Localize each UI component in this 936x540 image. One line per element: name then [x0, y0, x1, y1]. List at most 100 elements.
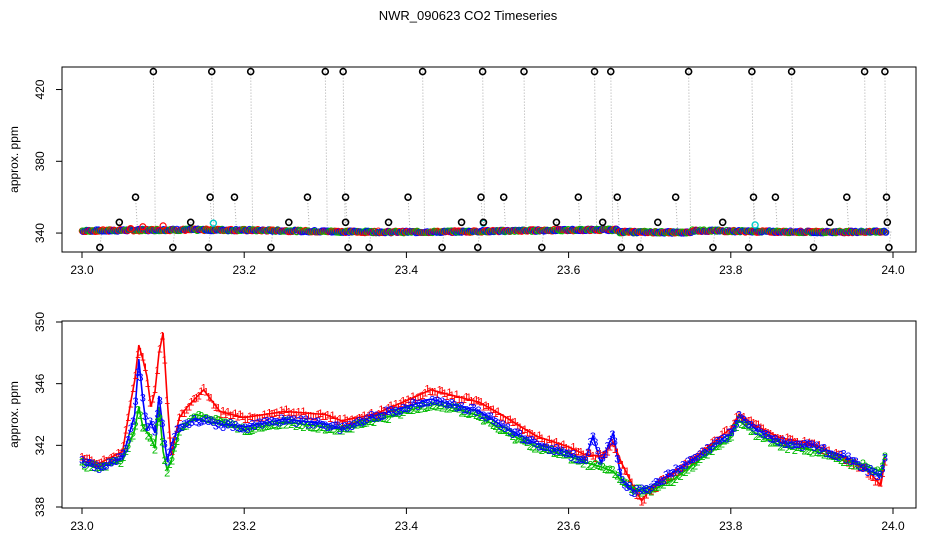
series-marker: 1: [660, 474, 666, 486]
series-marker: 3: [293, 418, 299, 430]
series-marker: 1: [549, 438, 555, 450]
series-marker: 1: [814, 441, 820, 453]
series-marker: 2: [845, 457, 851, 469]
series-marker: 3: [770, 434, 776, 446]
series-marker: 2: [831, 451, 837, 463]
series-marker: 3: [585, 447, 591, 459]
series-marker: 1: [96, 458, 102, 470]
series-marker: 3: [563, 448, 569, 460]
series-marker: 2: [566, 450, 572, 462]
series-marker: 1: [772, 433, 778, 445]
series-marker: 1: [147, 398, 153, 410]
series-marker: 3: [441, 398, 447, 410]
series-marker: 1: [130, 383, 136, 395]
series-marker: 2: [570, 454, 576, 466]
series-marker: 3: [597, 455, 603, 467]
series-marker: 3: [539, 441, 545, 453]
series-marker: 3: [347, 420, 353, 432]
series-marker: 2: [140, 423, 146, 435]
series-marker: 2: [738, 419, 744, 431]
series-marker: 1: [524, 427, 530, 439]
series-marker: 1: [167, 430, 173, 442]
series-marker: 2: [230, 419, 236, 431]
series-marker: 3: [553, 443, 559, 455]
series-marker: 3: [330, 420, 336, 432]
series-marker: 2: [164, 467, 170, 479]
series-marker: 1: [692, 453, 698, 465]
series-marker: 2: [468, 408, 474, 420]
series-marker: 2: [714, 441, 720, 453]
series-marker: 1: [257, 412, 263, 424]
series-marker: 2: [634, 483, 640, 495]
series-marker: 1: [466, 392, 472, 404]
series-marker: 2: [188, 414, 194, 426]
series-marker: 3: [473, 407, 479, 419]
series-marker: 1: [767, 429, 773, 441]
series-marker: 3: [140, 393, 146, 405]
series-marker: 2: [507, 428, 513, 440]
series-marker: 2: [767, 438, 773, 450]
series-marker: 1: [405, 394, 411, 406]
series-marker: 1: [128, 399, 134, 411]
series-marker: 3: [780, 435, 786, 447]
series-marker: 1: [765, 428, 771, 440]
series-marker: 2: [359, 419, 365, 431]
series-marker: 1: [785, 432, 791, 444]
series-marker: 3: [359, 418, 365, 430]
series-marker: 3: [648, 482, 654, 494]
series-marker: 3: [505, 422, 511, 434]
series-marker: 2: [407, 405, 413, 417]
series-marker: 1: [205, 392, 211, 404]
series-marker: 1: [546, 434, 552, 446]
flagged-point: [321, 67, 330, 76]
series-marker: 1: [573, 446, 579, 458]
series-marker: 2: [184, 421, 190, 433]
series-marker: 2: [261, 421, 267, 433]
series-marker: 2: [203, 413, 209, 425]
series-marker: 3: [390, 407, 396, 419]
series-marker: 1: [804, 439, 810, 451]
series-marker: 1: [792, 436, 798, 448]
series-marker: 1: [106, 455, 112, 467]
series-marker: 2: [702, 449, 708, 461]
series-marker: 3: [838, 450, 844, 462]
series-marker: 2: [583, 455, 589, 467]
series-marker: 1: [529, 428, 535, 440]
series-marker: 3: [288, 415, 294, 427]
series-marker: 2: [441, 401, 447, 413]
series-marker: 2: [466, 409, 472, 421]
series-marker: 1: [483, 400, 489, 412]
series-marker: 1: [111, 451, 117, 463]
series-marker: 1: [497, 412, 503, 424]
series-marker: 1: [145, 378, 151, 390]
series-marker: 1: [580, 449, 586, 461]
series-marker: 2: [575, 456, 581, 468]
series-marker: 1: [875, 476, 881, 488]
series-marker: 3: [488, 411, 494, 423]
series-marker: 2: [89, 462, 95, 474]
series-marker: 3: [325, 422, 331, 434]
series-marker: 2: [651, 484, 657, 496]
series-marker: 3: [162, 439, 168, 451]
series-marker: 3: [502, 423, 508, 435]
series-marker: 3: [823, 448, 829, 460]
series-marker: 2: [388, 409, 394, 421]
series-marker: 2: [531, 444, 537, 456]
series-marker: 2: [629, 484, 635, 496]
data-point: [159, 222, 167, 230]
series-marker: 3: [281, 416, 287, 428]
series-marker: 1: [872, 476, 878, 488]
series-marker: 1: [162, 355, 168, 367]
series-marker: 1: [561, 439, 567, 451]
series-marker: 1: [327, 413, 333, 425]
y-axis-label: approx. ppm: [7, 381, 21, 448]
drop-line: [233, 197, 237, 231]
series-marker: 3: [680, 459, 686, 471]
series-marker: 2: [157, 413, 163, 425]
series-marker: 1: [361, 410, 367, 422]
series-marker: 1: [342, 413, 348, 425]
series-marker: 3: [415, 401, 421, 413]
series-marker: 2: [249, 425, 255, 437]
series-marker: 3: [624, 482, 630, 494]
